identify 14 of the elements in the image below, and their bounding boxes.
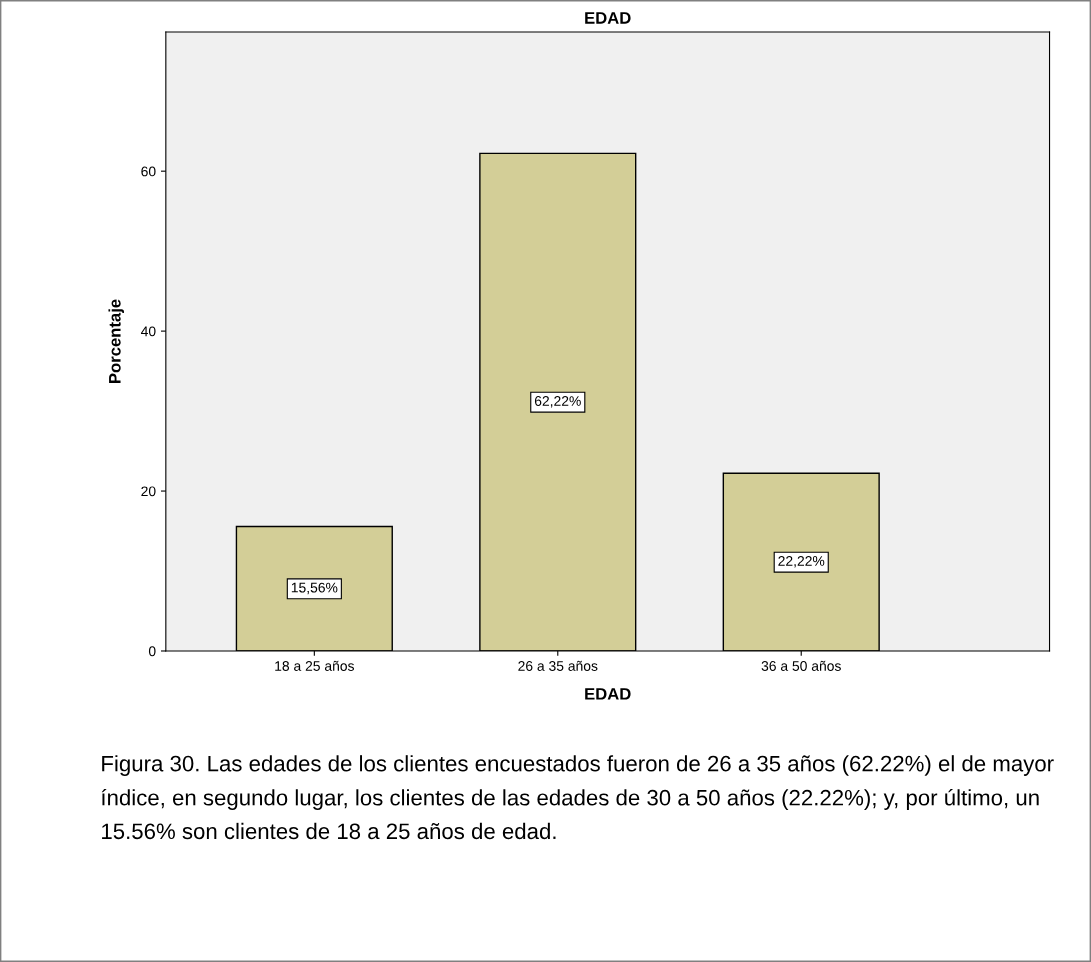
- y-axis-title: Porcentaje: [108, 299, 124, 383]
- y-tick-label: 20: [141, 486, 156, 497]
- x-tick-label: 36 a 50 años: [761, 660, 841, 671]
- data-label: 15,56%: [291, 582, 338, 595]
- x-axis-title: EDAD: [585, 688, 631, 700]
- y-tick-label: 0: [148, 646, 156, 657]
- y-tick-label: 40: [140, 326, 156, 337]
- x-tick-label: 18 a 25 años: [275, 660, 354, 671]
- data-label: 62,22%: [534, 396, 581, 408]
- chart-title: EDAD: [585, 12, 631, 24]
- data-label: 22,22%: [778, 556, 825, 568]
- text: Figura 30. Las edades de los clientes encuestados fueron de 26 a 35 años (62.22%) el de mayor índice, en segundo lugar, los clientes de las edades de 30 a 50 años (22.22%); y, por último, un 15.56% son clientes de 18 a 25 años de edad.: [101, 755, 1054, 840]
- y-tick-label: 60: [141, 166, 156, 177]
- x-tick-label: 26 a 35 años: [518, 660, 598, 671]
